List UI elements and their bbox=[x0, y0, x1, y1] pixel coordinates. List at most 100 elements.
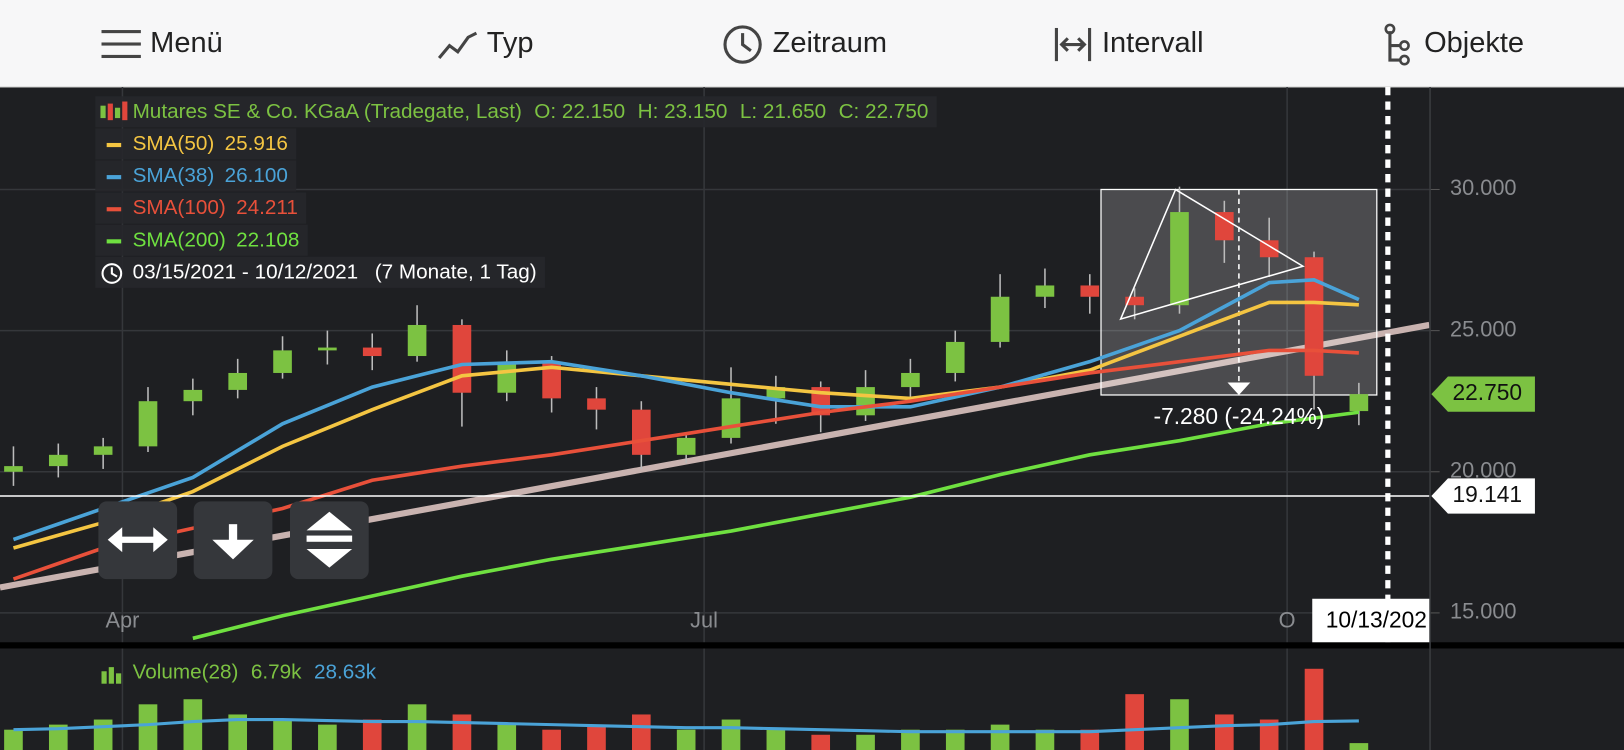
volume-bar bbox=[183, 699, 203, 750]
volume-ma-line bbox=[13, 717, 1359, 734]
volume-panel: Volume(28) 6.79k 28.63k bbox=[4, 661, 1369, 750]
candle-body bbox=[721, 398, 741, 438]
candle-body bbox=[452, 324, 472, 393]
ohlc-label: H: 23.150 bbox=[638, 100, 728, 123]
volume-bar bbox=[138, 704, 158, 750]
candle-body bbox=[138, 401, 158, 447]
instrument-name: Mutares SE & Co. KGaA (Tradegate, Last) bbox=[133, 100, 522, 123]
candle-body bbox=[318, 347, 337, 351]
interval-label[interactable]: Intervall bbox=[1102, 27, 1204, 59]
legend-icon bbox=[114, 107, 121, 119]
legend-entry: SMA(38) 26.100 bbox=[133, 165, 288, 188]
volume-bar bbox=[901, 729, 920, 750]
volume-bar bbox=[1170, 699, 1189, 750]
panel-separator bbox=[0, 642, 1624, 649]
interval-button[interactable]: Intervall bbox=[1054, 27, 1204, 62]
legend-swatch bbox=[106, 175, 122, 180]
volume-bar bbox=[48, 724, 68, 750]
legend-bg bbox=[95, 224, 308, 256]
volume-legend: Volume(28) 6.79k 28.63k bbox=[133, 661, 377, 684]
candle-body bbox=[183, 389, 203, 402]
volume-bar bbox=[1080, 729, 1100, 750]
x-tick-label: Apr bbox=[106, 607, 140, 632]
type-button[interactable]: Typ bbox=[437, 27, 534, 59]
legend-title: Mutares SE & Co. KGaA (Tradegate, Last) O… bbox=[133, 100, 929, 123]
objects-label[interactable]: Objekte bbox=[1424, 27, 1524, 59]
down-button[interactable] bbox=[193, 501, 273, 580]
volume-bar bbox=[497, 724, 517, 750]
menu-button[interactable]: Menü bbox=[101, 27, 223, 59]
candle-body bbox=[990, 296, 1010, 342]
candle-body bbox=[945, 341, 965, 373]
menu-label[interactable]: Menü bbox=[150, 27, 223, 59]
candle-body bbox=[497, 361, 517, 393]
fit-button[interactable] bbox=[290, 501, 369, 580]
type-label[interactable]: Typ bbox=[487, 27, 534, 59]
pan-button[interactable] bbox=[98, 501, 178, 580]
range-dates: 03/15/2021 - 10/12/2021 bbox=[133, 261, 359, 284]
volume-bar bbox=[4, 729, 23, 750]
y-tick-label: 20.000 bbox=[1450, 458, 1517, 483]
legend-swatch bbox=[106, 239, 122, 244]
sma-line bbox=[12, 300, 1359, 550]
volume-bar bbox=[766, 729, 786, 750]
y-tick-label: 15.000 bbox=[1450, 599, 1517, 624]
candle-body bbox=[4, 466, 23, 472]
legend-name: SMA(38) bbox=[133, 165, 215, 188]
legend: Mutares SE & Co. KGaA (Tradegate, Last) O… bbox=[95, 96, 937, 288]
volume-ma-value: 28.63k bbox=[314, 661, 377, 684]
legend-name: SMA(100) bbox=[133, 197, 226, 220]
y-tick-label: 25.000 bbox=[1450, 316, 1517, 341]
price-axis: 15.000 20.000 25.000 30.000 Apr Jul O 19.141 22.… bbox=[0, 175, 1535, 632]
volume-bar bbox=[811, 734, 831, 750]
legend-swatch bbox=[106, 207, 122, 212]
volume-bar bbox=[93, 719, 113, 750]
date-range: 03/15/2021 - 10/12/2021 (7 Monate, 1 Tag) bbox=[133, 261, 537, 284]
x-tick-label: O bbox=[1279, 607, 1296, 632]
candle-body bbox=[901, 372, 920, 388]
volume-bar bbox=[318, 724, 337, 750]
axis-border bbox=[1429, 87, 1431, 750]
toolbar: Menü Typ Zeitraum Intervall Objekte bbox=[0, 0, 1624, 88]
legend-icon bbox=[107, 103, 113, 121]
period-button[interactable]: Zeitraum bbox=[723, 25, 887, 64]
candle-body bbox=[362, 347, 382, 357]
volume-icon bbox=[116, 673, 122, 684]
candle-body bbox=[676, 437, 696, 455]
volume-bar bbox=[990, 724, 1010, 750]
candle-body bbox=[1304, 257, 1324, 376]
legend-value: 26.100 bbox=[225, 165, 288, 188]
legend-entry: SMA(200) 22.108 bbox=[133, 229, 300, 252]
ohlc-label: C: 22.750 bbox=[839, 100, 929, 123]
volume-plot bbox=[4, 668, 1369, 750]
tool-buttons bbox=[98, 501, 369, 580]
candle-body bbox=[228, 372, 248, 390]
period-label[interactable]: Zeitraum bbox=[773, 27, 887, 59]
legend-entry: SMA(100) 24.211 bbox=[133, 197, 298, 220]
price-tag-label: 19.141 bbox=[1452, 481, 1522, 507]
price-tag bbox=[1431, 478, 1535, 514]
volume-bar bbox=[587, 724, 606, 750]
legend-value: 22.108 bbox=[236, 229, 299, 252]
volume-bar bbox=[631, 714, 651, 750]
volume-bar bbox=[452, 714, 472, 750]
toolbar-bg bbox=[0, 0, 1624, 88]
clock-icon bbox=[101, 263, 123, 284]
last-price-tag bbox=[1431, 376, 1535, 412]
objects-button[interactable]: Objekte bbox=[1384, 23, 1524, 66]
candle-body bbox=[1080, 285, 1100, 297]
sma-line bbox=[192, 410, 1360, 641]
candle-body bbox=[1125, 296, 1144, 306]
legend-value: 25.916 bbox=[225, 132, 288, 155]
legend-bg bbox=[95, 128, 297, 160]
volume-value: 6.79k bbox=[251, 661, 302, 684]
volume-name: Volume(28) bbox=[133, 661, 239, 684]
volume-bar bbox=[856, 734, 875, 750]
legend-name: SMA(50) bbox=[133, 132, 215, 155]
clock-hand bbox=[110, 267, 118, 278]
candle-body bbox=[766, 387, 786, 399]
legend-value: 24.211 bbox=[236, 197, 298, 220]
legend-bg bbox=[95, 192, 307, 224]
candle-body bbox=[1349, 394, 1369, 412]
